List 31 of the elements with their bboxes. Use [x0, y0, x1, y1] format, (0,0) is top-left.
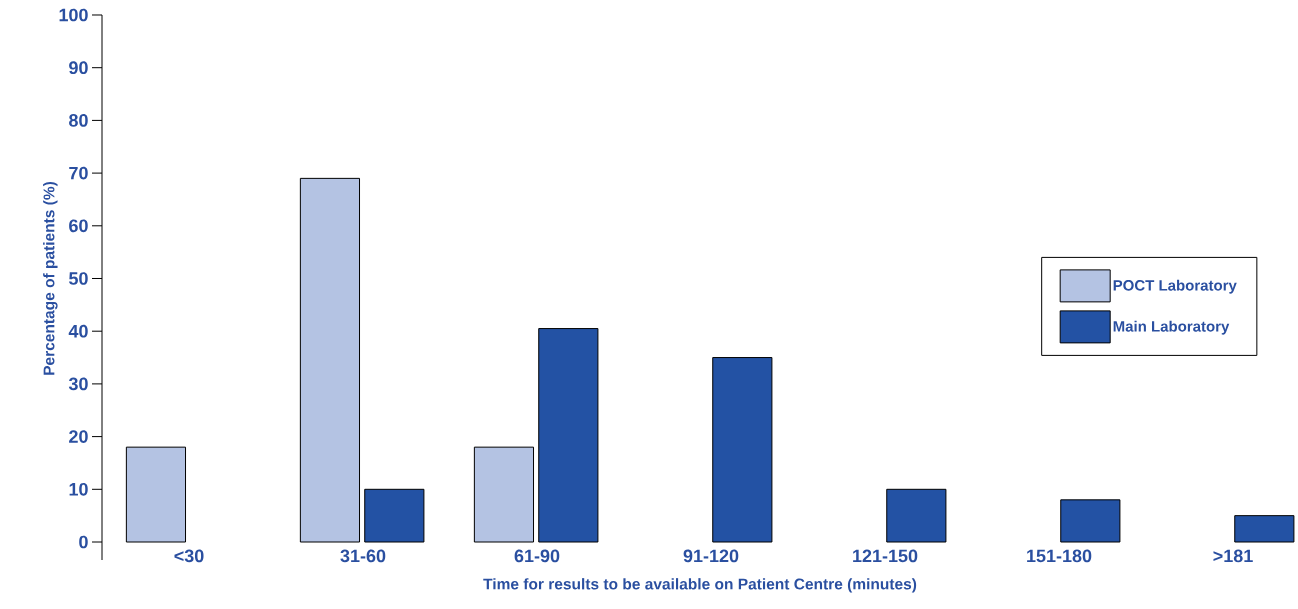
bar [299, 177, 361, 543]
bar [1060, 499, 1121, 543]
y-tick-label: 100 [59, 8, 88, 22]
x-tick-label: >181 [1213, 549, 1253, 563]
y-tick-label: 50 [69, 272, 88, 285]
y-tick-label: 70 [69, 166, 88, 180]
y-tick-label: 80 [69, 114, 88, 127]
bar [538, 328, 599, 543]
legend-label: POCT Laboratory [1113, 279, 1237, 294]
y-tick-label: 0 [79, 535, 88, 549]
y-tick-label: 10 [69, 482, 88, 496]
x-tick-label: 61-90 [514, 549, 560, 563]
legend-label: Main Laboratory [1113, 320, 1230, 335]
bar [886, 488, 947, 543]
y-tick-label: 20 [69, 430, 88, 443]
x-axis-title: Time for results to be available on Patient Centre (minutes) [483, 578, 917, 593]
y-tick-label: 30 [68, 377, 88, 391]
x-tick-label: 121-150 [853, 549, 918, 563]
y-tick-label: 40 [68, 324, 88, 338]
x-tick-label: <30 [174, 549, 204, 563]
x-tick-label: 31-60 [340, 549, 386, 563]
y-tick-label: 60 [69, 219, 88, 233]
y-axis-title: Percentage of patients (%) [43, 181, 58, 375]
bar [473, 446, 535, 543]
bar [712, 357, 773, 543]
y-tick-label: 90 [69, 61, 88, 75]
bar [125, 446, 187, 543]
bar [364, 488, 425, 543]
x-tick-label: 91-120 [683, 549, 739, 563]
x-tick-label: 151-180 [1027, 549, 1092, 563]
bar [1234, 515, 1295, 543]
